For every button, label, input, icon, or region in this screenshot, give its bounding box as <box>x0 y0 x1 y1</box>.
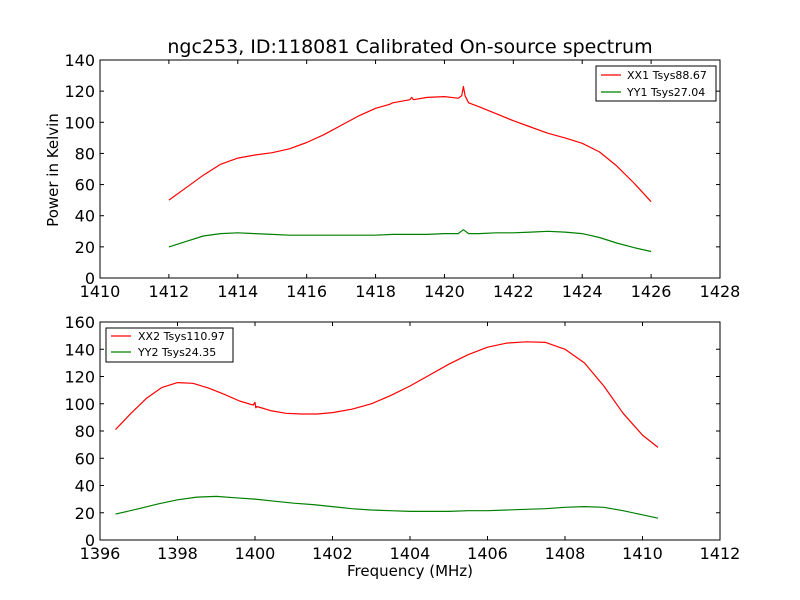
top-legend: XX1 Tsys88.67 YY1 Tsys27.04 <box>595 65 717 102</box>
bottom-series-line-xx <box>115 341 659 448</box>
top-plot-lines <box>168 85 652 253</box>
bottom-y-tick-label: 160 <box>64 313 95 332</box>
bottom-y-tick-label: 60 <box>75 449 95 468</box>
top-y-tick-label: 20 <box>75 238 95 257</box>
top-x-tick-label: 1416 <box>286 282 327 301</box>
bottom-y-tick-label: 40 <box>75 477 95 496</box>
top-x-tick-label: 1412 <box>149 282 190 301</box>
bottom-x-tick-label: 1408 <box>545 544 586 563</box>
top-x-tick-label: 1426 <box>631 282 672 301</box>
bottom-x-tick-label: 1398 <box>157 544 198 563</box>
bottom-series-line-yy <box>115 495 659 519</box>
bottom-x-tick-label: 1406 <box>467 544 508 563</box>
x-axis-label: Frequency (MHz) <box>347 562 473 580</box>
bottom-plot: 1396 1398 1400 1402 1404 1406 1408 1410 1412 0 20 4… <box>64 313 740 580</box>
bottom-x-tick-label: 1404 <box>390 544 431 563</box>
bottom-y-tick-label: 100 <box>64 395 95 414</box>
top-y-tick-label: 100 <box>64 113 95 132</box>
bottom-plot-ticks: 1396 1398 1400 1402 1404 1406 1408 1410 1412 0 20 4… <box>64 313 740 563</box>
bottom-x-tick-label: 1396 <box>80 544 121 563</box>
top-plot: 1410 1412 1414 1416 1418 1420 1422 1424 1426 1428… <box>44 51 740 301</box>
legend-label-xx1: XX1 Tsys88.67 <box>627 69 707 82</box>
top-y-tick-label: 140 <box>64 51 95 70</box>
top-x-tick-label: 1418 <box>355 282 396 301</box>
top-y-tick-label: 0 <box>85 269 95 288</box>
bottom-y-tick-label: 20 <box>75 504 95 523</box>
bottom-plot-lines <box>115 341 659 519</box>
top-x-tick-label: 1422 <box>493 282 534 301</box>
bottom-y-tick-label: 80 <box>75 422 95 441</box>
top-x-tick-label: 1428 <box>700 282 741 301</box>
bottom-legend-box <box>105 327 234 363</box>
bottom-y-tick-label: 0 <box>85 531 95 550</box>
bottom-y-tick-label: 140 <box>64 340 95 359</box>
top-series-line-xx <box>168 85 652 203</box>
top-x-tick-label: 1424 <box>562 282 603 301</box>
bottom-x-tick-label: 1410 <box>622 544 663 563</box>
top-y-tick-label: 60 <box>75 176 95 195</box>
top-x-tick-label: 1410 <box>80 282 121 301</box>
bottom-x-tick-label: 1400 <box>235 544 276 563</box>
legend-label-yy1: YY1 Tsys27.04 <box>626 86 705 99</box>
bottom-x-tick-label: 1402 <box>312 544 353 563</box>
legend-label-yy2: YY2 Tsys24.35 <box>137 346 216 359</box>
y-axis-label: Power in Kelvin <box>44 113 62 227</box>
chart-title: ngc253, ID:118081 Calibrated On-source s… <box>167 36 652 58</box>
legend-label-xx2: XX2 Tsys110.97 <box>138 330 225 343</box>
top-series-line-yy <box>168 229 652 253</box>
top-y-tick-label: 40 <box>75 207 95 226</box>
top-x-tick-label: 1420 <box>424 282 465 301</box>
bottom-legend: XX2 Tsys110.97 YY2 Tsys24.35 <box>105 327 234 363</box>
bottom-y-tick-label: 120 <box>64 368 95 387</box>
top-y-tick-label: 120 <box>64 82 95 101</box>
top-plot-ticks: 1410 1412 1414 1416 1418 1420 1422 1424 1426 1428… <box>64 51 740 301</box>
top-x-tick-label: 1414 <box>217 282 258 301</box>
top-legend-box <box>595 65 717 102</box>
bottom-x-tick-label: 1412 <box>700 544 741 563</box>
top-y-tick-label: 80 <box>75 144 95 163</box>
